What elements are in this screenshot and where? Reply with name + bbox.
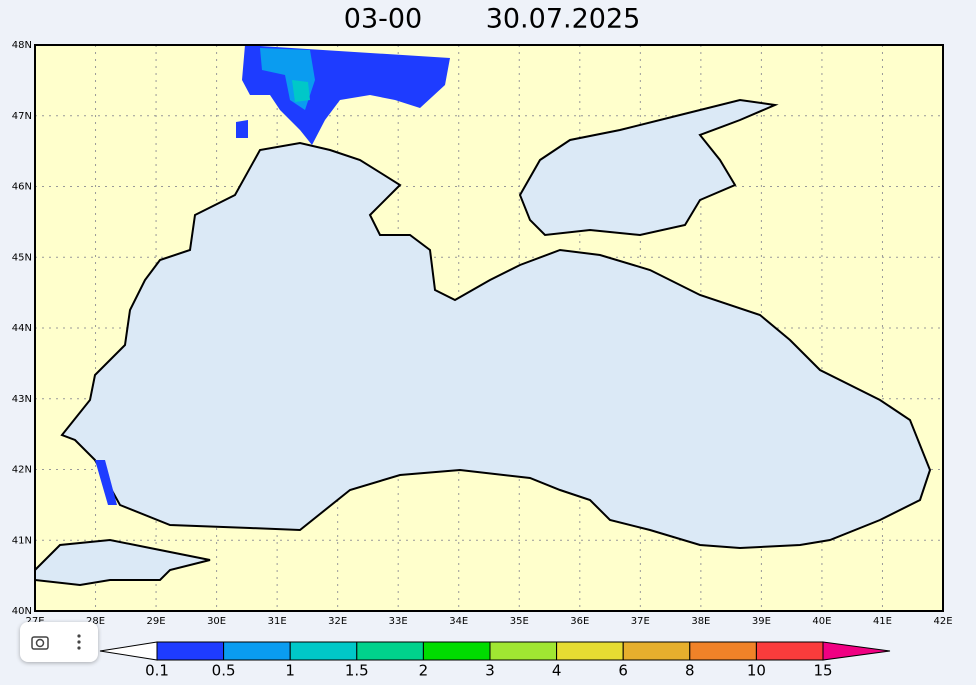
lon-label: 34E (449, 616, 468, 627)
lon-label: 29E (147, 616, 166, 627)
colorbar-label: 8 (685, 662, 695, 680)
colorbar-label: 10 (747, 662, 766, 680)
camera-button[interactable] (20, 622, 59, 662)
precip-area (292, 80, 310, 102)
camera-icon (30, 636, 49, 650)
colorbar-segment (289, 641, 358, 661)
lon-label: 30E (207, 616, 226, 627)
colorbar-segment (689, 641, 757, 661)
lon-label: 40E (812, 616, 831, 627)
lon-label: 35E (510, 616, 529, 627)
azov-sea (518, 98, 779, 237)
precip-area (95, 460, 117, 505)
lat-label: 47N (12, 111, 32, 122)
colorbar-segment (356, 641, 424, 661)
colorbar-label: 0.5 (212, 662, 236, 680)
colorbar-under (99, 641, 158, 661)
precip-area (236, 120, 248, 138)
lon-label: 27E (25, 616, 44, 627)
map-frame (34, 44, 944, 612)
colorbar-label: 1.5 (345, 662, 369, 680)
black-sea (60, 141, 932, 550)
colorbar-segment (755, 641, 824, 661)
lon-label: 28E (86, 616, 105, 627)
colorbar-label: 0.1 (145, 662, 169, 680)
lon-label: 32E (328, 616, 347, 627)
colorbar-label: 1 (285, 662, 295, 680)
lon-label: 38E (691, 616, 710, 627)
colorbar-segment (223, 641, 291, 661)
colorbar-label: 3 (485, 662, 495, 680)
precip-areas (95, 45, 450, 505)
lat-label: 45N (12, 252, 32, 263)
lat-label: 44N (12, 323, 32, 334)
lon-label: 39E (752, 616, 771, 627)
lat-label: 48N (12, 40, 32, 51)
lon-label: 37E (631, 616, 650, 627)
title-time: 03-00 (344, 4, 422, 35)
colorbar-segment (556, 641, 624, 661)
lon-label: 31E (268, 616, 287, 627)
lat-label: 40N (12, 606, 32, 617)
more-button[interactable] (59, 622, 98, 662)
coastline (34, 98, 932, 587)
colorbar: 0.1 0.5 1 1.5 2 3 4 6 8 10 15 (99, 641, 891, 680)
more-icon (76, 634, 81, 650)
lon-label: 33E (389, 616, 408, 627)
colorbar-label: 2 (419, 662, 429, 680)
colorbar-label: 4 (552, 662, 562, 680)
lat-label: 41N (12, 535, 32, 546)
colorbar-segment (422, 641, 491, 661)
colorbar-label: 15 (813, 662, 832, 680)
lon-label: 36E (570, 616, 589, 627)
colorbar-label: 6 (618, 662, 628, 680)
lat-label: 43N (12, 394, 32, 405)
lon-label: 42E (933, 616, 952, 627)
title-date: 30.07.2025 (486, 4, 641, 35)
lat-label: 42N (12, 465, 32, 476)
colorbar-segment (156, 641, 225, 661)
lon-label: 41E (873, 616, 892, 627)
colorbar-segment (489, 641, 558, 661)
lat-label: 46N (12, 182, 32, 193)
marmara-sea (34, 538, 211, 587)
colorbar-over (822, 641, 891, 661)
toolbar (20, 622, 98, 662)
colorbar-segment (622, 641, 691, 661)
